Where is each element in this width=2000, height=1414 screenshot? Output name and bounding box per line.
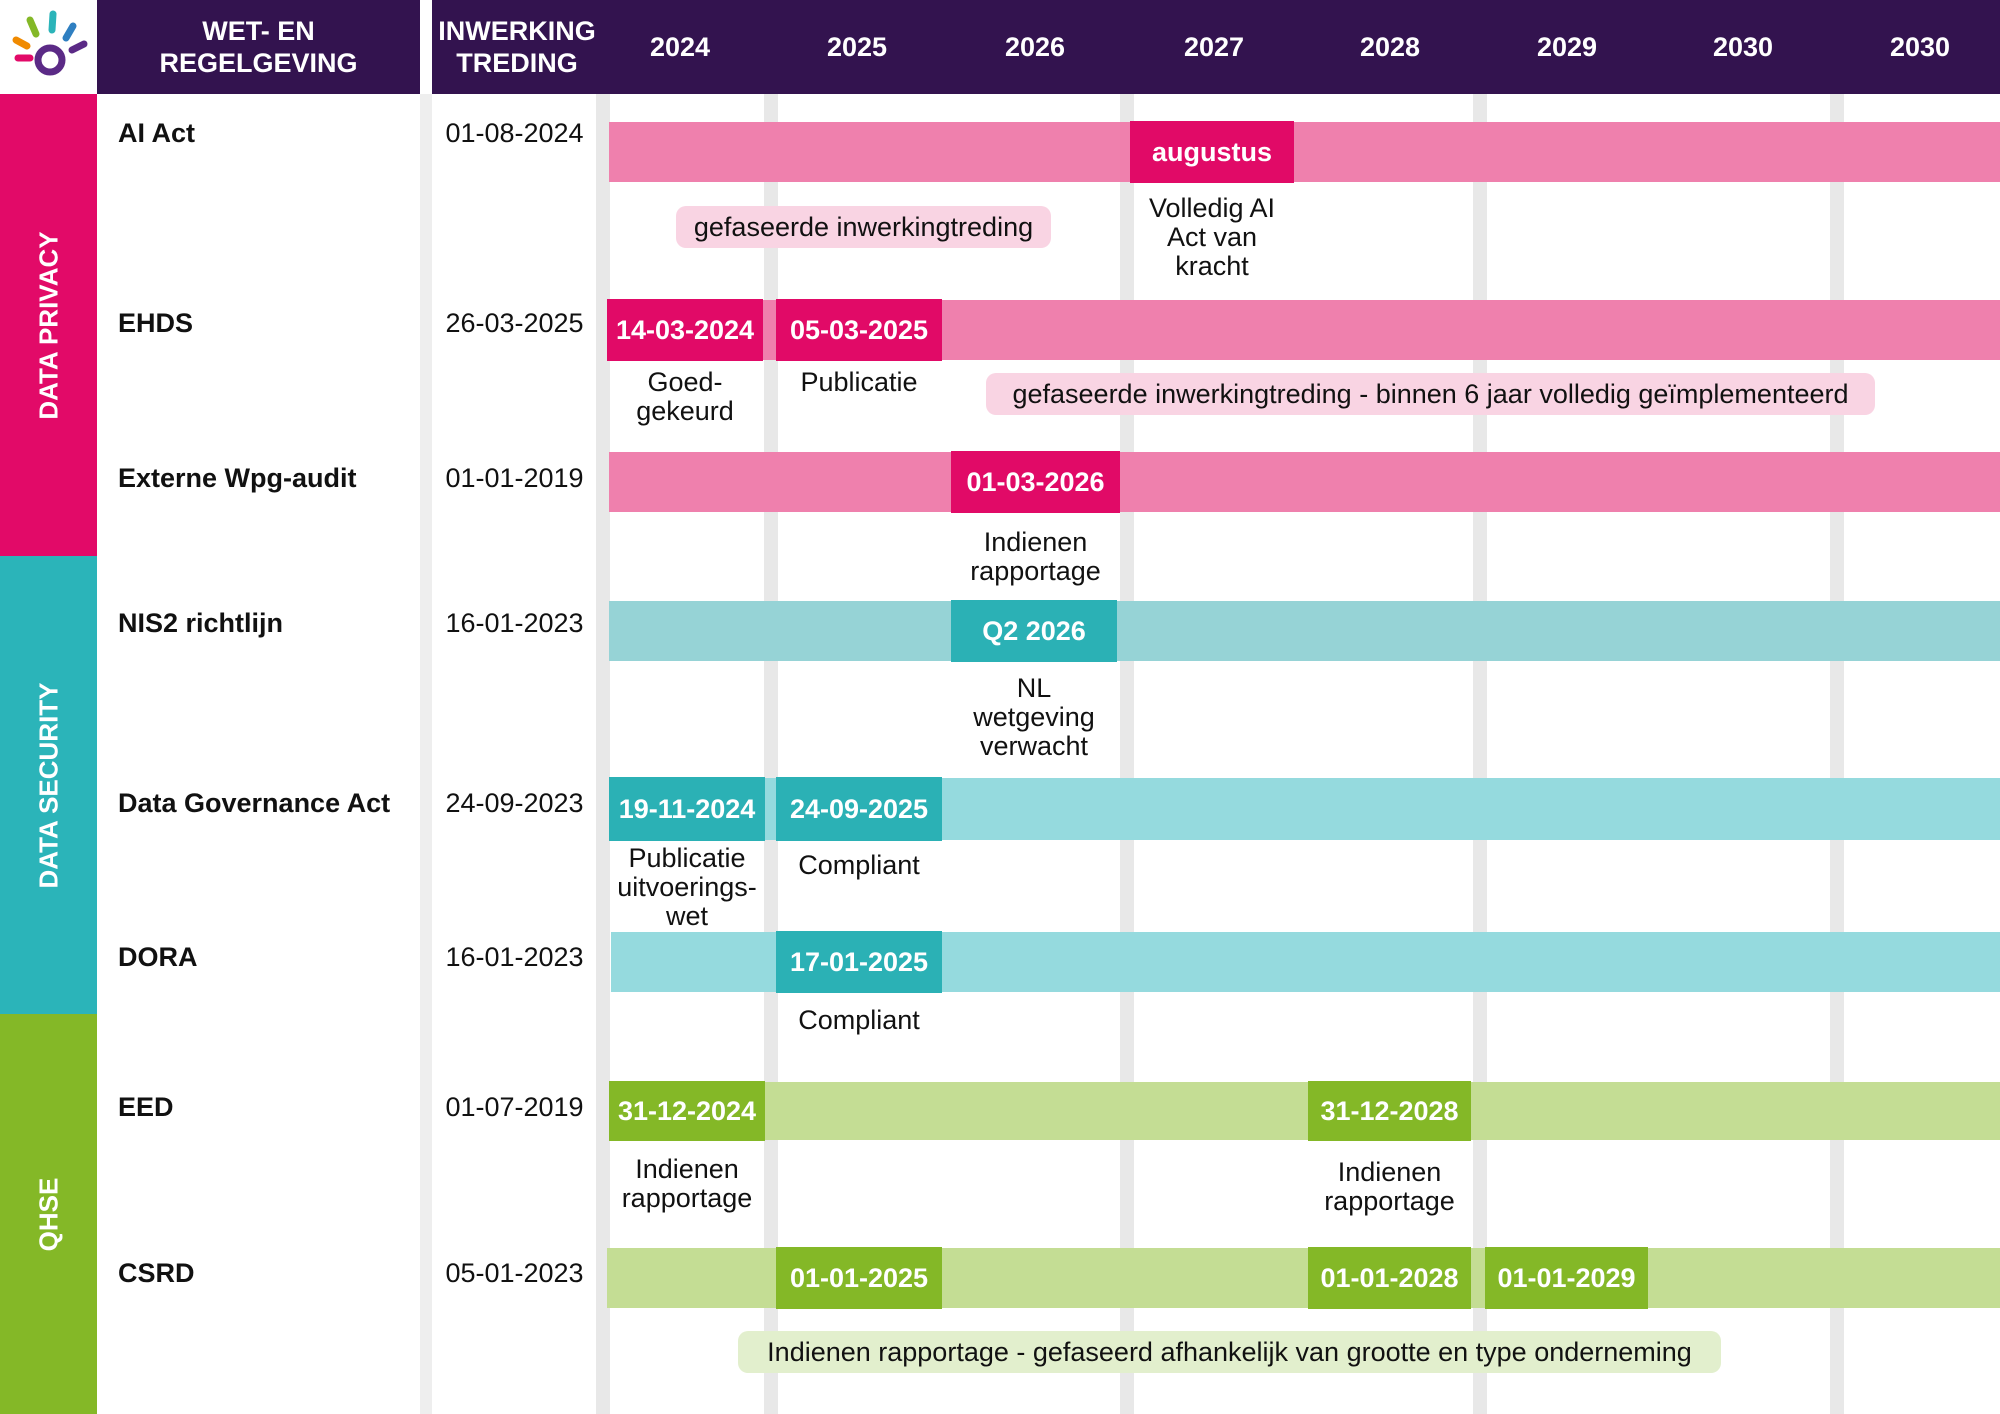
milestone-dga: 19-11-2024 <box>609 777 765 841</box>
category-band-privacy: DATA PRIVACY <box>0 94 97 556</box>
row-effective-date: 01-08-2024 <box>445 118 584 148</box>
header-law-column: WET- EN REGELGEVING <box>97 0 420 94</box>
row-name-wpg: Externe Wpg-audit <box>118 463 357 493</box>
category-band-label: DATA PRIVACY <box>33 230 63 420</box>
milestone-caption: Indienen rapportage <box>970 527 1101 586</box>
row-name-dga: Data Governance Act <box>118 788 391 818</box>
milestone-ehds: 14-03-2024 <box>607 299 763 361</box>
header-year-7: 2030 <box>1889 32 1951 62</box>
timeline-bar-wpg <box>609 452 2000 512</box>
logo <box>0 0 96 94</box>
timeline-bar-eed <box>609 1082 2000 1140</box>
milestone-ehds: 05-03-2025 <box>776 299 942 361</box>
year-divider-stripe <box>1830 94 1844 1414</box>
milestone-caption: Indienen rapportage <box>1324 1157 1455 1216</box>
category-band-label: QHSE <box>33 1177 63 1251</box>
milestone-dga: 24-09-2025 <box>776 777 942 841</box>
row-effective-date: 16-01-2023 <box>445 942 584 972</box>
row-name-csrd: CSRD <box>118 1258 195 1288</box>
row-name-dora: DORA <box>118 942 198 972</box>
header-law-label: WET- EN REGELGEVING <box>159 16 358 78</box>
row-effective-date: 01-07-2019 <box>445 1092 584 1122</box>
header-year-6: 2030 <box>1712 32 1774 62</box>
column-divider <box>420 94 432 1414</box>
milestone-dora: 17-01-2025 <box>776 931 942 993</box>
row-name-ehds: EHDS <box>118 308 194 338</box>
category-band-security: DATA SECURITY <box>0 556 97 1014</box>
row-effective-date: 24-09-2023 <box>445 788 584 818</box>
milestone-eed: 31-12-2028 <box>1308 1081 1471 1141</box>
sunburst-logo-icon <box>12 10 88 76</box>
header-bar <box>432 0 2000 94</box>
phase-note-csrd: Indienen rapportage - gefaseerd afhankel… <box>738 1331 1721 1373</box>
row-effective-date: 16-01-2023 <box>445 608 584 638</box>
milestone-nis2: Q2 2026 <box>951 600 1117 662</box>
timeline-bar-ai-act <box>609 122 2000 182</box>
milestone-caption: Goed- gekeurd <box>636 367 734 426</box>
header-year-0: 2024 <box>649 32 711 62</box>
row-effective-date: 05-01-2023 <box>445 1258 584 1288</box>
milestone-caption: Compliant <box>798 850 920 880</box>
phase-note-ehds: gefaseerde inwerkingtreding - binnen 6 j… <box>986 373 1875 415</box>
milestone-csrd: 01-01-2029 <box>1485 1247 1648 1309</box>
header-year-5: 2029 <box>1536 32 1598 62</box>
category-band-qhse: QHSE <box>0 1014 97 1414</box>
milestone-eed: 31-12-2024 <box>609 1081 765 1141</box>
milestone-csrd: 01-01-2025 <box>776 1247 942 1309</box>
header-year-3: 2027 <box>1183 32 1245 62</box>
milestone-caption: Publicatie <box>800 367 918 397</box>
milestone-caption: NL wetgeving verwacht <box>973 673 1095 761</box>
header-effective-label: INWERKING TREDING <box>438 16 596 78</box>
row-effective-date: 26-03-2025 <box>445 308 584 338</box>
category-band-label: DATA SECURITY <box>33 681 63 889</box>
header-effective-column: INWERKING TREDING <box>432 0 602 94</box>
row-name-ai-act: AI Act <box>118 118 196 148</box>
milestone-caption: Compliant <box>798 1005 920 1035</box>
header-year-4: 2028 <box>1359 32 1421 62</box>
milestone-csrd: 01-01-2028 <box>1308 1247 1471 1309</box>
row-name-nis2: NIS2 richtlijn <box>118 608 284 638</box>
year-divider-stripe <box>764 94 778 1414</box>
milestone-caption: Indienen rapportage <box>621 1154 753 1213</box>
row-effective-date: 01-01-2019 <box>445 463 584 493</box>
header-year-2: 2026 <box>1004 32 1066 62</box>
milestone-ai-act: augustus <box>1130 121 1294 183</box>
row-name-eed: EED <box>118 1092 174 1122</box>
year-divider-stripe <box>596 94 610 1414</box>
milestone-caption: Publicatie uitvoerings- wet <box>617 843 757 931</box>
phase-note-ai-act: gefaseerde inwerkingtreding <box>676 206 1051 248</box>
milestone-caption: Volledig AI Act van kracht <box>1148 193 1276 281</box>
header-year-1: 2025 <box>826 32 888 62</box>
milestone-wpg: 01-03-2026 <box>951 451 1120 513</box>
timeline-bar-nis2 <box>609 601 2000 661</box>
year-divider-stripe <box>1473 94 1487 1414</box>
